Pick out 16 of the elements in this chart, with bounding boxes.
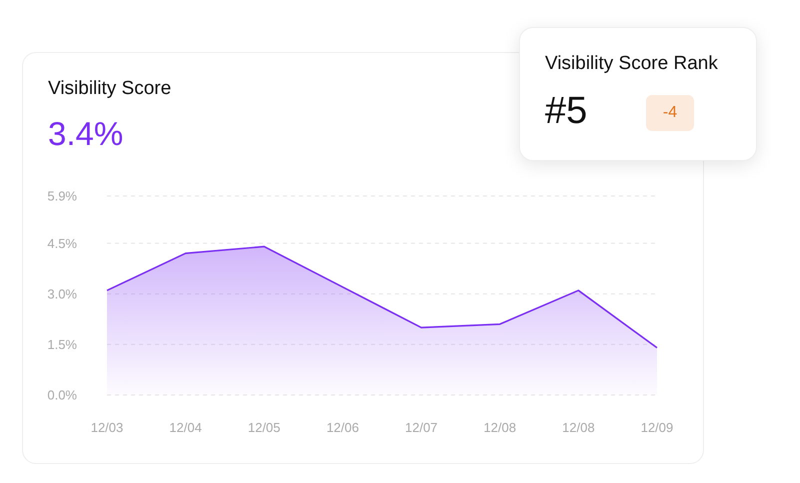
y-tick-label: 5.9% (47, 188, 78, 204)
chart-title: Visibility Score (48, 78, 172, 100)
y-tick-label: 1.5% (47, 337, 78, 352)
x-tick-label: 12/08 (484, 420, 516, 436)
x-tick-label: 12/07 (405, 420, 438, 436)
y-tick-label: 4.5% (47, 236, 78, 251)
x-tick-label: 12/03 (90, 420, 124, 436)
x-tick-label: 12/05 (248, 420, 280, 436)
y-tick-label: 0.0% (47, 388, 78, 403)
x-tick-label: 12/08 (562, 420, 595, 436)
x-tick-label: 12/06 (326, 420, 359, 436)
x-tick-label: 12/09 (640, 420, 674, 436)
chart-subtitle: 3.4% (48, 115, 124, 153)
rank-card: Visibility Score Rank #5 -4 (519, 27, 757, 161)
x-tick-label: 12/04 (169, 420, 202, 436)
y-tick-label: 3.0% (47, 286, 78, 302)
